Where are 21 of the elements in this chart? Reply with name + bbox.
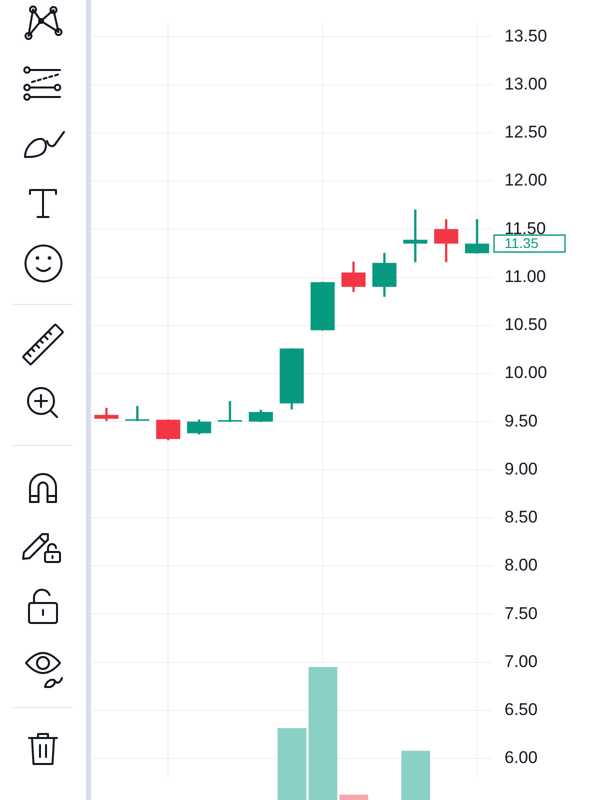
y-tick-label: 8.50 [504, 508, 538, 527]
y-tick-label: 6.00 [504, 748, 538, 768]
bar [339, 794, 368, 800]
y-tick-label: 12.50 [504, 122, 548, 142]
y-tick-label: 10.50 [504, 315, 548, 334]
candlestick [403, 210, 428, 262]
y-tick-label: 8.00 [504, 556, 538, 575]
y-tick-label: 13.00 [504, 74, 548, 94]
y-tick-label: 6.50 [504, 700, 538, 720]
y-tick-label: 9.50 [504, 411, 538, 430]
bar [278, 728, 306, 800]
bar [401, 750, 430, 800]
bar [308, 667, 338, 800]
y-tick-label: 11.00 [504, 266, 546, 286]
y-tick-label: 9.00 [504, 459, 538, 478]
y-tick-label: 12.00 [504, 170, 548, 190]
y-tick-label: 7.50 [504, 604, 538, 623]
y-tick-label: 13.50 [504, 26, 548, 46]
y-tick-label: 10.00 [504, 363, 548, 382]
candlestick [125, 406, 150, 422]
y-tick-label: 7.00 [504, 652, 538, 671]
